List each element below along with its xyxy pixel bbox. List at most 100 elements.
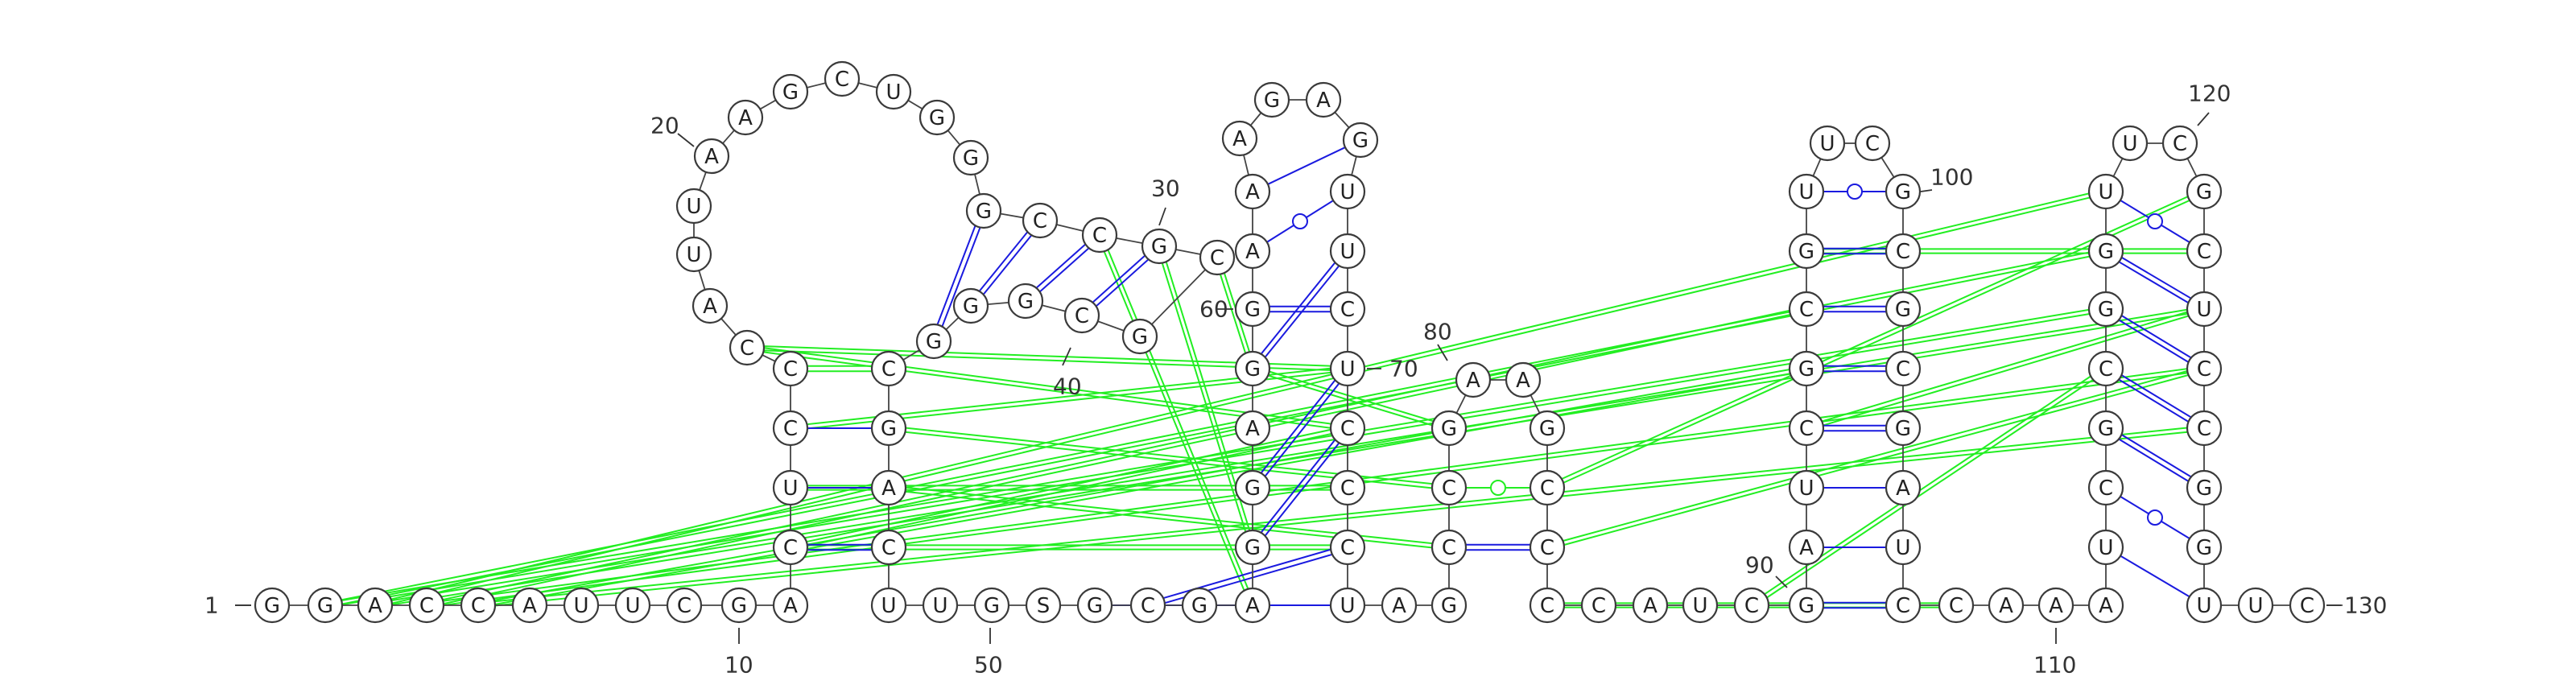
- nucleotide: G: [1788, 233, 1825, 270]
- position-label: 1: [204, 592, 219, 619]
- nucleotide: C: [1329, 469, 1366, 506]
- nucleotide-letter: G: [1441, 594, 1457, 618]
- nucleotide-circle: [2186, 410, 2223, 447]
- nucleotide: G: [254, 587, 291, 624]
- backbone-segment: [902, 349, 920, 361]
- nucleotide-letter: A: [1999, 594, 2013, 618]
- nucleotide-letter: U: [886, 80, 901, 105]
- nucleotide: C: [1788, 410, 1825, 447]
- nucleotide: U: [870, 587, 907, 624]
- nucleotide: G: [1430, 587, 1468, 624]
- nucleotide-circle: [2087, 173, 2124, 210]
- nucleotide: C: [666, 587, 703, 624]
- nucleotide: G: [2186, 469, 2223, 506]
- canonical-pair: [2120, 555, 2190, 598]
- nucleotide: S: [1025, 587, 1062, 624]
- tertiary-interaction: [1823, 315, 2189, 427]
- nucleotide-letter: C: [1799, 298, 1814, 322]
- nucleotide-circle: [1430, 410, 1468, 447]
- nucleotide-letter: U: [1895, 536, 1910, 560]
- nucleotide-circle: [1253, 81, 1290, 118]
- nucleotide-circle: [1788, 350, 1825, 387]
- nucleotide-circle: [922, 587, 959, 624]
- nucleotide-circle: [1529, 529, 1566, 566]
- canonical-pair: [1260, 379, 1336, 474]
- nucleotide: C: [1329, 410, 1366, 447]
- nucleotide: A: [2037, 587, 2074, 624]
- nucleotide-circle: [307, 587, 344, 624]
- nucleotide: C: [1199, 239, 1236, 276]
- nucleotide-letter: G: [1151, 235, 1167, 259]
- backbone-segment: [1042, 304, 1066, 312]
- nucleotide-circle: [1505, 361, 1542, 398]
- nucleotide-circle: [1329, 529, 1366, 566]
- nucleotide: G: [2087, 233, 2124, 270]
- nucleotide-letter: A: [1245, 417, 1260, 441]
- nucleotide-letter: C: [1210, 246, 1224, 270]
- nucleotide: C: [2186, 233, 2223, 270]
- canonical-pair: [2121, 434, 2192, 478]
- position-tick: [1062, 347, 1071, 366]
- nucleotide-letter: G: [1895, 180, 1911, 204]
- nucleotide-letter: C: [1540, 594, 1554, 618]
- nucleotide: G: [1885, 291, 1922, 328]
- nucleotide: A: [1305, 81, 1342, 118]
- nucleotide-letter: U: [2196, 594, 2211, 618]
- nucleotide-letter: U: [625, 594, 640, 618]
- nucleotide-circle: [2186, 233, 2223, 270]
- canonical-pair: [2118, 319, 2189, 363]
- nucleotide: C: [1081, 217, 1118, 254]
- nucleotide-circle: [1809, 125, 1846, 162]
- nucleotide-letter: C: [1075, 304, 1089, 328]
- tertiary-interaction: [494, 427, 2187, 603]
- nucleotide-circle: [1885, 233, 1922, 270]
- nucleotide: G: [1121, 318, 1158, 355]
- nucleotide-letter: C: [783, 536, 798, 560]
- backbone-segment: [1880, 157, 1895, 178]
- nucleotide: C: [1529, 529, 1566, 566]
- nucleotide-letter: G: [929, 106, 945, 130]
- nucleotide: C: [1529, 469, 1566, 506]
- nucleotide-circle: [691, 287, 729, 324]
- canonical-pair: [1035, 243, 1086, 289]
- nucleotide: C: [1329, 529, 1366, 566]
- nucleotide-circle: [1129, 587, 1166, 624]
- nucleotide-letter: G: [731, 594, 747, 618]
- nucleotide-circle: [870, 587, 907, 624]
- nucleotide-circle: [1430, 469, 1468, 506]
- nucleotide-circle: [1234, 173, 1271, 210]
- nucleotide: G: [2186, 529, 2223, 566]
- nucleotide-circle: [1329, 587, 1366, 624]
- nucleotide-circle: [915, 323, 952, 360]
- canonical-pair: [936, 225, 976, 325]
- canonical-pair: [1260, 439, 1336, 534]
- canonical-pair: [982, 234, 1033, 295]
- backbone-segment: [858, 82, 877, 89]
- backbone-segment: [762, 354, 776, 362]
- nucleotide-letter: A: [1896, 476, 1910, 501]
- nucleotide-letter: C: [783, 357, 798, 382]
- nucleotide-circle: [1885, 587, 1922, 624]
- nucleotide-circle: [870, 410, 907, 447]
- nucleotide: C: [772, 350, 809, 387]
- tertiary-interaction: [1269, 370, 1434, 423]
- nucleotide-letter: G: [2196, 476, 2212, 501]
- tertiary-interaction: [1268, 374, 1433, 427]
- backbone-segment: [1249, 112, 1262, 126]
- tertiary-interaction: [1822, 311, 2188, 423]
- nucleotide: C: [2087, 469, 2124, 506]
- nucleotide: C: [2186, 410, 2223, 447]
- nucleotide-letter: A: [1392, 594, 1406, 618]
- position-tick: [1775, 575, 1788, 588]
- nucleotide: G: [2087, 291, 2124, 328]
- nucleotide-letter: G: [1441, 417, 1457, 441]
- nucleotide: C: [2161, 125, 2198, 162]
- nucleotide: G: [1342, 122, 1379, 159]
- nucleotide-circle: [1305, 81, 1342, 118]
- nucleotide-circle: [772, 529, 809, 566]
- nucleotide-circle: [1885, 173, 1922, 210]
- nucleotide-letter: U: [932, 594, 947, 618]
- nucleotide-circle: [1885, 410, 1922, 447]
